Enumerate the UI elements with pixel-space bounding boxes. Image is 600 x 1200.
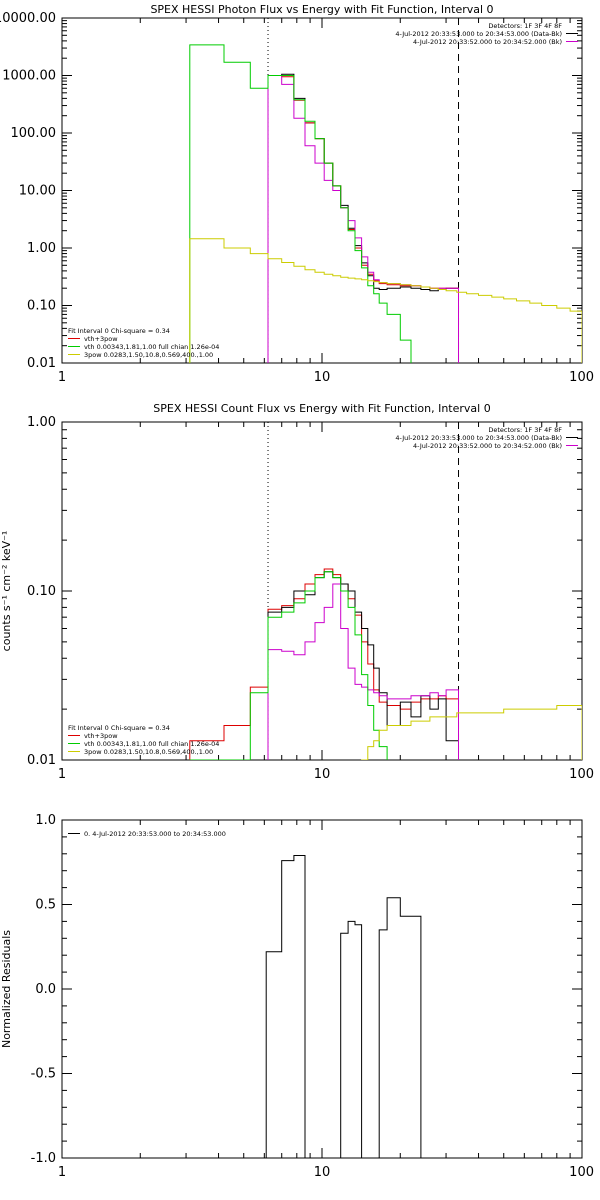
residuals-x-tick-label: 100 bbox=[569, 1165, 594, 1180]
photon-flux-y-tick-label: 10.00 bbox=[19, 184, 56, 199]
photon-flux-series-4 bbox=[189, 238, 582, 363]
photon-flux-y-tick-label: 10000.00 bbox=[0, 11, 56, 26]
residuals-legend-entry: 0. 4-Jul-2012 20:33:53.000 to 20:34:53.0… bbox=[84, 830, 226, 838]
count-flux-y-tick-label: 0.01 bbox=[27, 753, 56, 768]
photon-flux-x-tick-label: 1 bbox=[58, 370, 66, 385]
residuals-y-tick-label: -1.0 bbox=[31, 1151, 56, 1166]
photon-flux-title: SPEX HESSI Photon Flux vs Energy with Fi… bbox=[150, 3, 493, 16]
count-flux-series-1 bbox=[267, 571, 459, 760]
photon-flux-x-tick-label: 10 bbox=[314, 370, 331, 385]
photon-flux-legend-entry: vth 0.00343,1.81,1.00 full chian 1.26e-0… bbox=[84, 343, 219, 351]
count-flux-legend-entry: Fit Interval 0 Chi-square = 0.34 bbox=[68, 724, 170, 732]
count-flux-series-4 bbox=[361, 705, 582, 760]
count-flux-header-line: 4-Jul-2012 20:33:53.000 to 20:34:53.000 … bbox=[395, 434, 562, 442]
residuals-y-tick-label: -0.5 bbox=[31, 1067, 56, 1082]
photon-flux-series-3 bbox=[189, 44, 412, 363]
count-flux-series-2 bbox=[267, 583, 459, 760]
photon-flux-header-line: 4-Jul-2012 20:33:52.000 to 20:34:52.000 … bbox=[413, 38, 562, 46]
count-flux-x-tick-label: 1 bbox=[58, 767, 66, 782]
residuals-plot-frame bbox=[61, 819, 583, 1159]
photon-flux-series-1 bbox=[267, 75, 459, 363]
count-flux-series-0 bbox=[189, 568, 459, 760]
photon-flux-header-line: Detectors: 1F 3F 4F 8F bbox=[488, 22, 562, 30]
count-flux-y-tick-label: 0.10 bbox=[27, 584, 56, 599]
count-flux-y-axis-label: counts s⁻¹ cm⁻² keV⁻¹ bbox=[0, 531, 13, 652]
photon-flux-legend-entry: vth+3pow bbox=[84, 335, 118, 343]
count-flux-header-line: Detectors: 1F 3F 4F 8F bbox=[488, 426, 562, 434]
photon-flux-legend-entry: Fit Interval 0 Chi-square = 0.34 bbox=[68, 327, 170, 335]
photon-flux-y-tick-label: 0.10 bbox=[27, 299, 56, 314]
residuals-y-axis-label: Normalized Residuals bbox=[0, 930, 13, 1048]
count-flux-legend-entry: 3pow 0.0283,1.50,10.8,0.569,400.,1.00 bbox=[84, 748, 213, 756]
count-flux-x-tick-label: 10 bbox=[314, 767, 331, 782]
residuals-y-tick-label: 0.0 bbox=[35, 982, 56, 997]
count-flux-series-3 bbox=[189, 571, 388, 760]
photon-flux-y-tick-label: 1.00 bbox=[27, 241, 56, 256]
photon-flux-plot-frame bbox=[61, 17, 583, 364]
count-flux-legend-entry: vth+3pow bbox=[84, 732, 118, 740]
count-flux-title: SPEX HESSI Count Flux vs Energy with Fit… bbox=[153, 402, 490, 415]
residuals-y-tick-label: 1.0 bbox=[35, 813, 56, 828]
count-flux-chart: SPEX HESSI Count Flux vs Energy with Fit… bbox=[0, 402, 594, 782]
residuals-chart: Normalized Residuals 1 10 100 -1.0 -0.5 0.0 0.… bbox=[0, 813, 594, 1180]
count-flux-header-line: 4-Jul-2012 20:33:52.000 to 20:34:52.000 … bbox=[413, 442, 562, 450]
photon-flux-y-tick-label: 100.00 bbox=[11, 126, 57, 141]
residuals-x-tick-label: 10 bbox=[314, 1165, 331, 1180]
count-flux-x-tick-label: 100 bbox=[569, 767, 594, 782]
photon-flux-series-2 bbox=[267, 75, 459, 363]
photon-flux-legend-entry: 3pow 0.0283,1.50,10.8,0.569,400.,1.00 bbox=[84, 351, 213, 359]
photon-flux-header-line: 4-Jul-2012 20:33:53.000 to 20:34:53.000 … bbox=[395, 30, 562, 38]
photon-flux-x-tick-label: 100 bbox=[569, 370, 594, 385]
photon-flux-y-tick-label: 0.01 bbox=[27, 356, 56, 371]
residuals-x-tick-label: 1 bbox=[58, 1165, 66, 1180]
photon-flux-chart: SPEX HESSI Photon Flux vs Energy with Fi… bbox=[0, 3, 594, 385]
count-flux-legend-entry: vth 0.00343,1.81,1.00 full chian 1.26e-0… bbox=[84, 740, 219, 748]
residuals-y-tick-label: 0.5 bbox=[35, 898, 56, 913]
photon-flux-y-tick-label: 1000.00 bbox=[2, 69, 56, 84]
residuals-series-0 bbox=[265, 855, 422, 1158]
count-flux-y-tick-label: 1.00 bbox=[27, 415, 56, 430]
